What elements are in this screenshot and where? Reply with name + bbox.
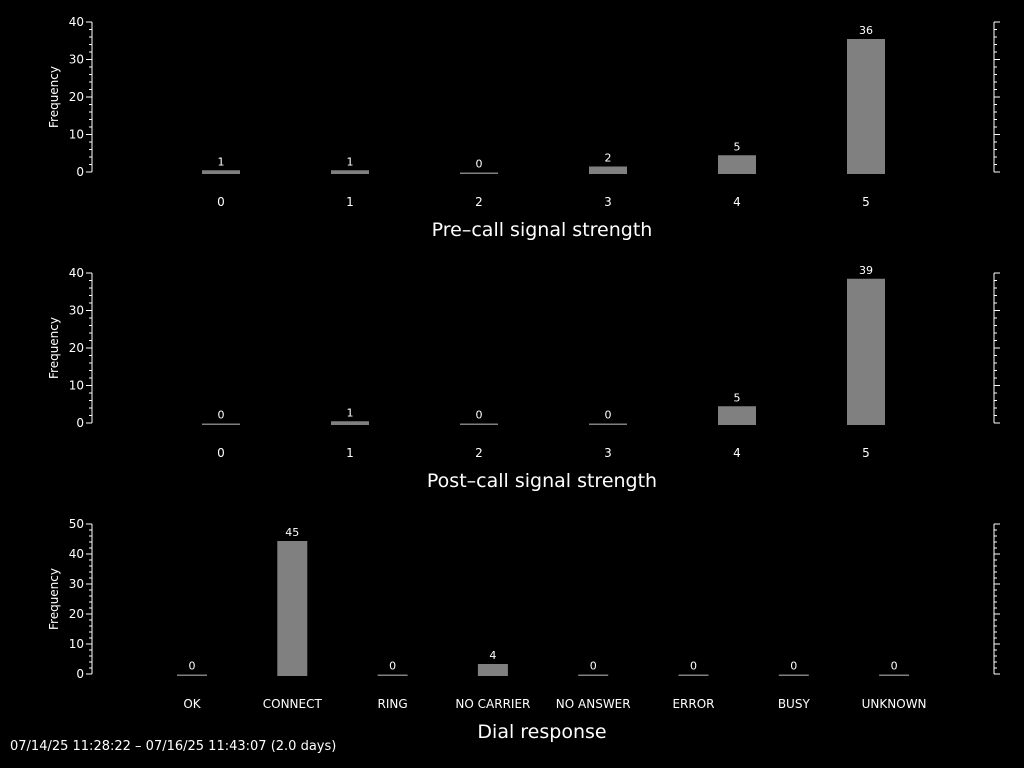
y-tick-label: 30: [69, 53, 84, 67]
y-tick-label: 0: [76, 416, 84, 430]
bar-3: [589, 423, 627, 425]
bar-4: [718, 406, 756, 425]
category-label: 2: [475, 446, 483, 460]
bar-1: [331, 421, 369, 425]
y-tick-label: 0: [76, 165, 84, 179]
time-range-footer: 07/14/25 11:28:22 – 07/16/25 11:43:07 (2…: [10, 739, 337, 754]
category-label: RING: [378, 697, 408, 711]
category-label: 4: [733, 446, 741, 460]
y-axis-label: Frequency: [47, 568, 61, 630]
category-label: 3: [604, 446, 612, 460]
bar-value-label: 5: [734, 391, 741, 404]
y-tick-label: 50: [69, 517, 84, 531]
chart-title: Post–call signal strength: [427, 470, 657, 492]
y-axis-label: Frequency: [47, 317, 61, 379]
bar-unknown: [879, 674, 910, 676]
category-label: 5: [862, 195, 870, 209]
y-axis-label: Frequency: [47, 66, 61, 128]
bar-value-label: 0: [590, 660, 597, 673]
category-label: 2: [475, 195, 483, 209]
bar-ok: [177, 674, 207, 676]
y-tick-label: 20: [69, 90, 84, 104]
category-label: UNKNOWN: [862, 697, 927, 711]
bar-connect: [277, 541, 308, 676]
chart-2: 010203040Frequency0011020354395Post–call…: [47, 264, 1000, 492]
category-label: 3: [604, 195, 612, 209]
bar-5: [847, 278, 885, 425]
category-label: OK: [183, 697, 201, 711]
y-tick-label: 20: [69, 341, 84, 355]
chart-3: 0 10 20 30 40 50 Frequency 0 OK 45 CONNECT 0 RING 4 NO…: [47, 517, 1000, 743]
bar-value-label: 0: [389, 660, 396, 673]
bar-ring: [377, 674, 408, 676]
chart-title: Dial response: [477, 721, 606, 743]
y-tick-label: 20: [69, 607, 84, 621]
bar-value-label: 5: [734, 140, 741, 153]
category-label: NO CARRIER: [455, 697, 530, 711]
category-label: 1: [346, 195, 354, 209]
bar-no-answer: [578, 674, 609, 676]
bar-0: [202, 170, 240, 174]
bar-value-label: 0: [218, 409, 225, 422]
chart-1: 010203040Frequency1011022354365Pre–call …: [47, 15, 1000, 241]
category-label: BUSY: [778, 697, 811, 711]
bar-value-label: 0: [189, 660, 196, 673]
bar-value-label: 4: [489, 649, 496, 662]
bar-value-label: 1: [218, 155, 225, 168]
bar-value-label: 36: [859, 24, 873, 37]
bar-value-label: 0: [690, 660, 697, 673]
y-tick-label: 40: [69, 15, 84, 29]
category-label: NO ANSWER: [556, 697, 631, 711]
bar-2: [460, 172, 498, 174]
bar-busy: [778, 674, 809, 676]
bar-1: [331, 170, 369, 174]
bar-value-label: 45: [285, 526, 299, 539]
category-label: ERROR: [672, 697, 714, 711]
bar-value-label: 39: [859, 264, 873, 277]
category-label: 1: [346, 446, 354, 460]
category-label: 0: [217, 195, 225, 209]
bar-4: [718, 155, 756, 174]
bar-value-label: 0: [476, 158, 483, 171]
y-tick-label: 30: [69, 304, 84, 318]
y-tick-label: 10: [69, 379, 84, 393]
bar-value-label: 0: [605, 409, 612, 422]
category-label: 5: [862, 446, 870, 460]
y-tick-label: 10: [69, 637, 84, 651]
bar-no-carrier: [477, 664, 508, 676]
bar-2: [460, 423, 498, 425]
chart-title: Pre–call signal strength: [432, 219, 653, 241]
bar-error: [678, 674, 709, 676]
bar-0: [202, 423, 240, 425]
bar-value-label: 2: [605, 152, 612, 165]
category-label: 0: [217, 446, 225, 460]
category-label: CONNECT: [263, 697, 323, 711]
y-tick-label: 30: [69, 577, 84, 591]
category-label: 4: [733, 195, 741, 209]
y-tick-label: 40: [69, 547, 84, 561]
bar-3: [589, 166, 627, 174]
y-tick-label: 0: [76, 667, 84, 681]
y-tick-label: 10: [69, 128, 84, 142]
bar-value-label: 1: [347, 406, 354, 419]
y-tick-label: 40: [69, 266, 84, 280]
bar-value-label: 1: [347, 155, 354, 168]
bar-5: [847, 39, 885, 174]
bar-value-label: 0: [891, 660, 898, 673]
bar-value-label: 0: [790, 660, 797, 673]
bar-value-label: 0: [476, 409, 483, 422]
